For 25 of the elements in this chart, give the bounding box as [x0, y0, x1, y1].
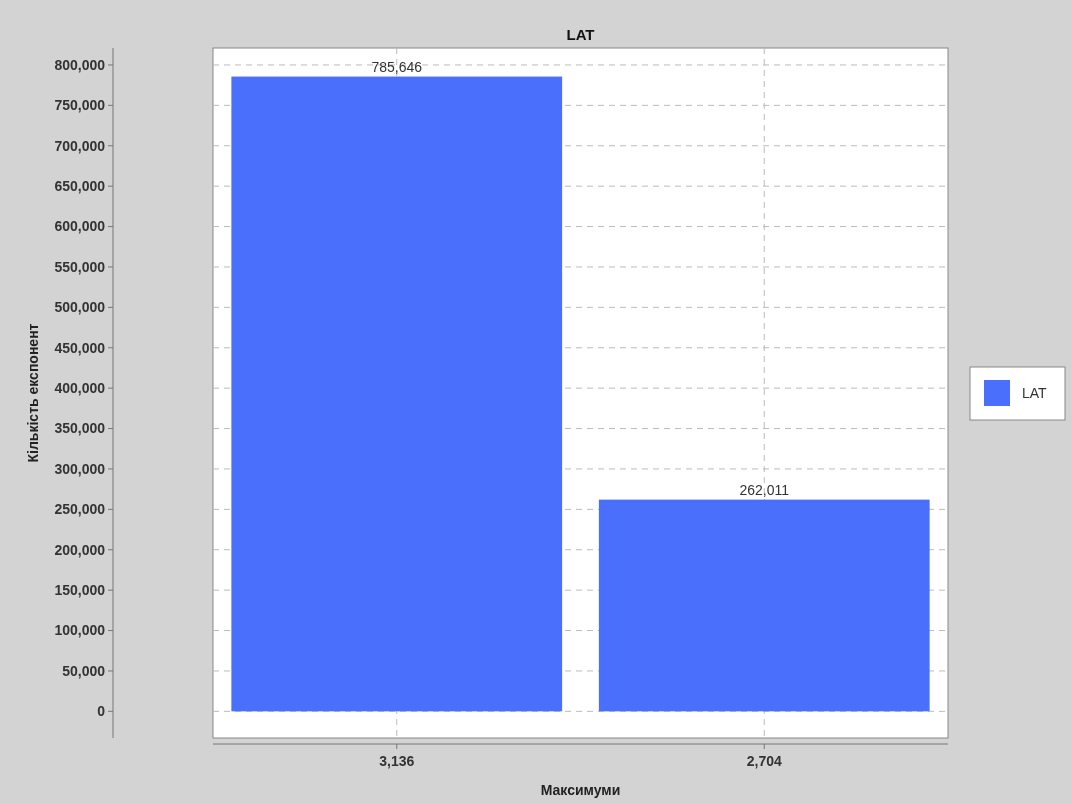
y-tick-label: 300,000 [54, 460, 106, 477]
y-tick-label: 700,000 [54, 137, 106, 154]
x-tick-label: 2,704 [746, 753, 782, 769]
data-label: 785,646 [371, 58, 423, 75]
x-tick-label: 3,136 [379, 753, 415, 769]
y-tick-label: 100,000 [54, 622, 106, 639]
y-tick-label: 150,000 [54, 582, 106, 599]
y-tick-label: 350,000 [54, 420, 106, 437]
y-tick-label: 450,000 [54, 339, 106, 356]
y-tick-label: 0 [97, 703, 106, 720]
chart-title: LAT [566, 26, 595, 43]
y-tick-label: 50,000 [62, 662, 106, 679]
y-tick-label: 750,000 [54, 97, 106, 114]
y-tick-label: 500,000 [54, 299, 106, 316]
data-label: 262,011 [739, 481, 790, 498]
y-tick-label: 800,000 [54, 56, 106, 73]
x-axis-title: Максимуми [540, 782, 621, 798]
y-tick-label: 250,000 [54, 501, 106, 518]
y-tick-label: 400,000 [54, 380, 106, 397]
y-tick-label: 650,000 [54, 178, 106, 195]
y-axis-title: Кількість експонент [25, 323, 41, 463]
legend-label: LAT [1022, 384, 1048, 401]
y-tick-label: 600,000 [54, 218, 106, 235]
y-tick-label: 200,000 [54, 541, 106, 558]
y-tick-label: 550,000 [54, 258, 106, 275]
